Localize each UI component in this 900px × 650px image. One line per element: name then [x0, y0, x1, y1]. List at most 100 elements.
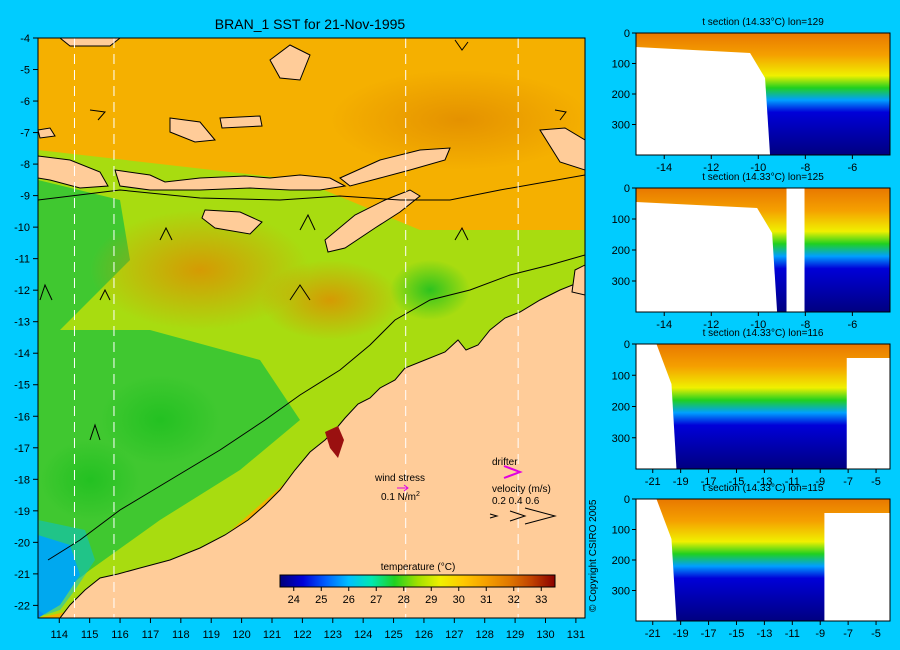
y-tick-label: -18 — [14, 474, 30, 486]
drifter-marker — [503, 465, 523, 479]
section-x-tick-label: -12 — [703, 162, 719, 174]
section-x-tick-label: -19 — [673, 628, 689, 640]
section-x-tick-label: -7 — [843, 476, 853, 488]
colorbar-tick-label: 33 — [535, 594, 547, 606]
y-tick-label: -7 — [20, 128, 30, 140]
no-data-region — [636, 47, 771, 155]
section-lines — [73, 38, 519, 618]
section-y-tick-label: 200 — [612, 555, 630, 567]
x-tick-label: 118 — [172, 629, 190, 641]
x-tick-label: 121 — [263, 629, 281, 641]
northern-islands — [269, 44, 311, 81]
warm-eddy — [260, 260, 400, 340]
section-x-tick-label: -7 — [843, 628, 853, 640]
x-tick-label: 124 — [354, 629, 372, 641]
section-x-tick-label: -21 — [645, 628, 661, 640]
java-islands — [38, 155, 109, 189]
y-tick-label: -17 — [14, 443, 30, 455]
section-x-tick-label: -6 — [847, 162, 857, 174]
lesser-sunda-islands — [114, 169, 347, 191]
y-tick-label: -20 — [14, 537, 30, 549]
y-tick-label: -5 — [20, 65, 30, 77]
section-panel: t section (14.33°C) lon=115-21 -19 -17 -15-… — [612, 483, 891, 640]
section-x-tick-label: -15 — [729, 628, 745, 640]
warm-eddy — [330, 70, 585, 170]
x-tick-label: 128 — [476, 629, 494, 641]
warm-eddy — [90, 210, 310, 330]
colorbar-tick-label: 32 — [508, 594, 520, 606]
y-tick-label: -9 — [20, 191, 30, 203]
section-title: t section (14.33°C) lon=125 — [702, 172, 824, 183]
y-tick-label: -13 — [14, 317, 30, 329]
x-tick-label: 129 — [506, 629, 524, 641]
x-tick-label: 116 — [111, 629, 129, 641]
x-tick-label: 115 — [81, 629, 99, 641]
section-y-tick-label: 300 — [612, 276, 630, 288]
section-title: t section (14.33°C) lon=115 — [703, 483, 824, 494]
colorbar-tick-label: 25 — [315, 594, 327, 606]
colorbar-tick-label: 31 — [480, 594, 492, 606]
section-x-tick-label: -12 — [703, 319, 719, 331]
green-eddy — [40, 440, 140, 520]
section-panel: t section (14.33°C) lon=116-21 -19 -17 -15-… — [612, 328, 891, 488]
colorbar-tick-label: 29 — [425, 594, 437, 606]
wind-stress-label: wind stress — [374, 473, 425, 484]
no-data-region — [636, 202, 778, 312]
cold-water-region — [38, 520, 95, 615]
x-tick-label: 130 — [536, 629, 554, 641]
x-tick-label: 119 — [202, 629, 220, 641]
section-y-tick-label: 100 — [612, 59, 630, 71]
y-tick-label: -19 — [14, 506, 30, 518]
y-tick-label: -16 — [14, 411, 30, 423]
timor-island — [324, 189, 421, 253]
sumba-island — [201, 209, 263, 235]
y-tick-label: -4 — [20, 33, 30, 45]
section-title: t section (14.33°C) lon=129 — [702, 17, 824, 28]
map-x-axis: 114 115 116 117 118 119 120 121 122 123 124 125 126 1… — [50, 618, 585, 641]
y-tick-label: -21 — [14, 569, 30, 581]
velocity-arrows — [489, 507, 557, 525]
section-x-tick-label: -21 — [645, 476, 661, 488]
colorbar-tick-label: 28 — [398, 594, 410, 606]
section-panels: t section (14.33°C) lon=129 -14 -12 -10 -8 -6… — [612, 17, 891, 640]
section-y-tick-label: 100 — [612, 214, 630, 226]
section-x-tick-label: -15 — [729, 476, 745, 488]
northern-islands — [59, 38, 121, 47]
map-y-axis: -4 -5 -6 -7 -8 -9 -10 -11 -12 -13 -14 -15 -16 -17 -18 -… — [14, 33, 38, 612]
section-y-tick-label: 0 — [624, 494, 630, 506]
isobath-contour — [38, 174, 585, 201]
island — [571, 264, 585, 296]
section-y-tick-label: 100 — [612, 525, 630, 537]
y-tick-label: -11 — [15, 254, 30, 266]
section-y-tick-label: 0 — [624, 28, 630, 40]
no-data-region — [786, 188, 805, 312]
colorbar-tick-label: 27 — [370, 594, 382, 606]
section-y-tick-label: 200 — [612, 89, 630, 101]
flores-island — [339, 147, 451, 187]
y-tick-label: -15 — [14, 380, 30, 392]
x-tick-label: 117 — [142, 629, 160, 641]
drifter-label: drifter — [492, 457, 518, 468]
x-tick-label: 120 — [232, 629, 250, 641]
green-eddy — [390, 260, 470, 320]
northern-islands — [38, 127, 56, 139]
x-tick-label: 123 — [324, 629, 342, 641]
green-eddy — [100, 375, 220, 465]
isobath-contour — [47, 254, 585, 561]
section-y-tick-label: 200 — [612, 402, 630, 414]
section-x-tick-label: -10 — [750, 319, 766, 331]
section-x-tick-label: -5 — [871, 476, 881, 488]
y-tick-label: -6 — [20, 96, 30, 108]
section-title: t section (14.33°C) lon=116 — [703, 328, 824, 339]
map-title: BRAN_1 SST for 21-Nov-1995 — [215, 16, 406, 32]
x-tick-label: 122 — [293, 629, 311, 641]
section-x-tick-label: -11 — [785, 628, 800, 640]
section-y-tick-label: 200 — [612, 245, 630, 257]
no-data-region — [824, 513, 890, 621]
section-y-tick-label: 0 — [624, 339, 630, 351]
x-tick-label: 131 — [567, 629, 585, 641]
wind-vectors — [39, 39, 567, 441]
section-x-tick-label: -8 — [800, 319, 810, 331]
no-data-region — [846, 358, 890, 469]
